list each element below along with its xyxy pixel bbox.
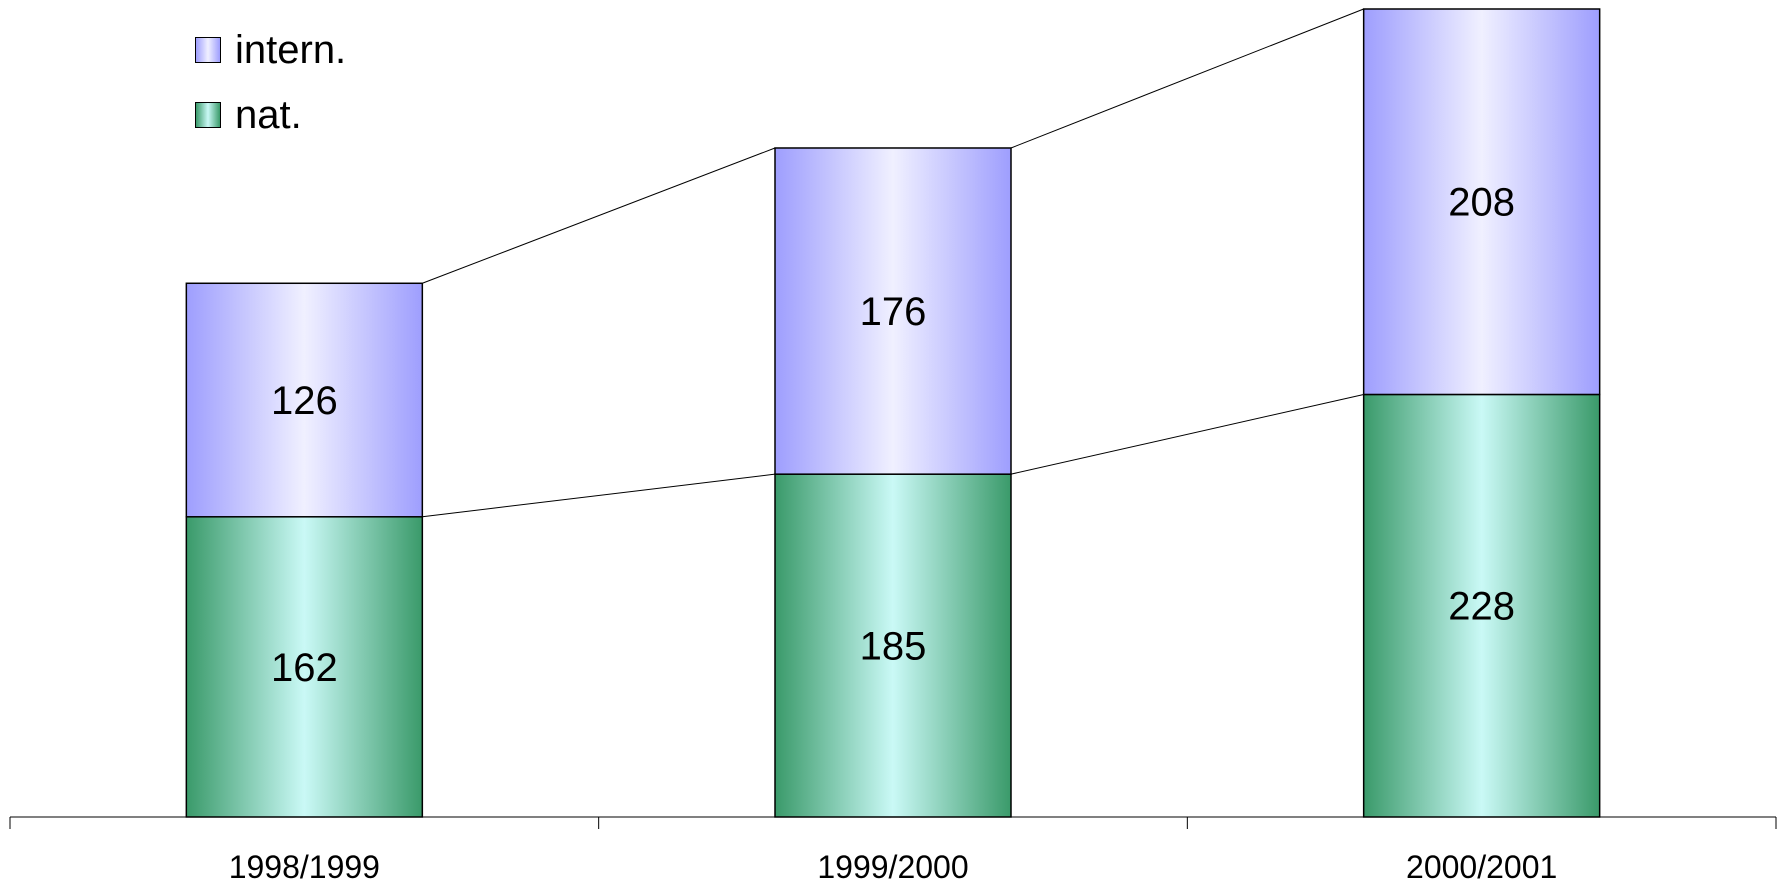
data-label-intern-1999-2000: 176 bbox=[860, 290, 927, 334]
series-line-nat-0 bbox=[422, 473, 776, 518]
series-line-intern-0 bbox=[422, 147, 776, 284]
legend-label-intern: intern. bbox=[235, 27, 347, 72]
data-label-nat-1999-2000: 185 bbox=[860, 625, 927, 669]
data-labels: 162 126 185 176 228 208 bbox=[271, 181, 1515, 690]
data-label-nat-1998-1999: 162 bbox=[271, 646, 338, 690]
bar-intern-2000-2001 bbox=[1362, 8, 1601, 396]
bar-nat-1998-1999 bbox=[185, 516, 424, 818]
data-label-intern-1998-1999: 126 bbox=[271, 379, 338, 423]
series-line-nat-1 bbox=[1010, 393, 1364, 475]
legend-swatch-nat bbox=[195, 102, 221, 128]
x-tick-label: 1999/2000 bbox=[817, 849, 968, 885]
data-label-intern-2000-2001: 208 bbox=[1448, 181, 1515, 225]
series-connector-lines bbox=[422, 8, 1364, 518]
x-tick-label: 1998/1999 bbox=[229, 849, 380, 885]
bar-intern-1998-1999 bbox=[185, 282, 424, 518]
legend-label-nat: nat. bbox=[235, 92, 302, 137]
bar-nat-2000-2001 bbox=[1362, 393, 1601, 818]
series-line-intern-1 bbox=[1010, 8, 1364, 149]
legend-item-intern: intern. bbox=[195, 27, 347, 72]
x-tick-label: 2000/2001 bbox=[1406, 849, 1557, 885]
bar-intern-1999-2000 bbox=[774, 147, 1012, 475]
x-axis: 1998/1999 1999/2000 2000/2001 bbox=[9, 816, 1777, 885]
data-label-nat-2000-2001: 228 bbox=[1448, 585, 1515, 629]
bar-nat-1999-2000 bbox=[774, 473, 1012, 818]
bars bbox=[185, 8, 1601, 818]
legend-swatch-intern bbox=[195, 37, 221, 63]
legend: intern. nat. bbox=[195, 27, 347, 160]
legend-item-nat: nat. bbox=[195, 92, 346, 137]
